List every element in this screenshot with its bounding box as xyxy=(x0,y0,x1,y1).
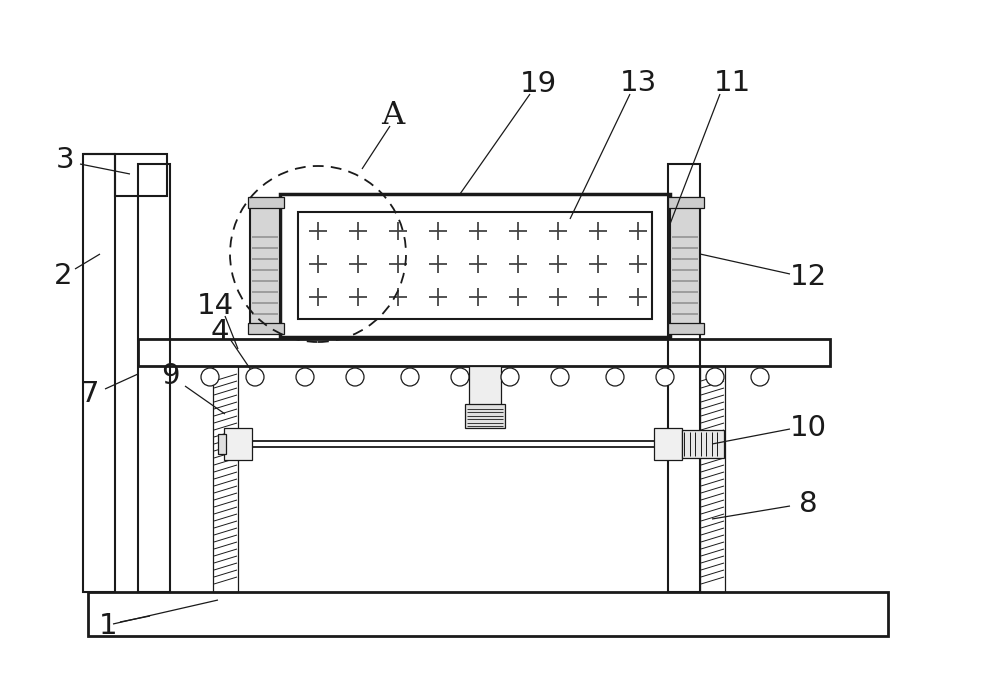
Circle shape xyxy=(551,368,569,386)
Bar xyxy=(654,428,682,460)
Circle shape xyxy=(201,368,219,386)
Circle shape xyxy=(296,368,314,386)
Circle shape xyxy=(401,368,419,386)
Text: 4: 4 xyxy=(211,318,229,346)
Bar xyxy=(88,592,888,636)
Text: 11: 11 xyxy=(713,69,751,97)
Bar xyxy=(668,164,700,592)
Bar xyxy=(668,323,704,334)
Bar xyxy=(224,428,252,460)
Bar xyxy=(248,197,284,208)
Bar xyxy=(115,154,167,196)
Bar xyxy=(138,164,170,592)
Text: 3: 3 xyxy=(56,146,74,174)
Text: 2: 2 xyxy=(54,262,72,290)
Bar xyxy=(250,198,280,333)
Text: 1: 1 xyxy=(99,612,117,640)
Bar xyxy=(248,323,284,334)
Bar xyxy=(670,198,700,333)
Text: A: A xyxy=(381,101,405,131)
Text: 13: 13 xyxy=(619,69,657,97)
Bar xyxy=(213,366,238,592)
Bar xyxy=(83,154,115,592)
Bar xyxy=(298,212,652,319)
Circle shape xyxy=(246,368,264,386)
Circle shape xyxy=(706,368,724,386)
Bar xyxy=(700,366,725,592)
Bar xyxy=(218,434,226,454)
Text: 9: 9 xyxy=(161,362,179,390)
Bar xyxy=(280,194,670,337)
Text: 7: 7 xyxy=(81,380,99,408)
Bar xyxy=(682,430,724,458)
Text: 14: 14 xyxy=(196,292,234,320)
Circle shape xyxy=(656,368,674,386)
Circle shape xyxy=(606,368,624,386)
Circle shape xyxy=(751,368,769,386)
Circle shape xyxy=(346,368,364,386)
Text: 19: 19 xyxy=(519,70,557,98)
Circle shape xyxy=(451,368,469,386)
Circle shape xyxy=(501,368,519,386)
Text: 10: 10 xyxy=(790,414,826,442)
Bar xyxy=(465,404,505,428)
Text: 8: 8 xyxy=(799,490,817,518)
Bar xyxy=(668,197,704,208)
Bar xyxy=(138,339,830,366)
Text: 12: 12 xyxy=(789,263,827,291)
Bar xyxy=(469,366,501,406)
